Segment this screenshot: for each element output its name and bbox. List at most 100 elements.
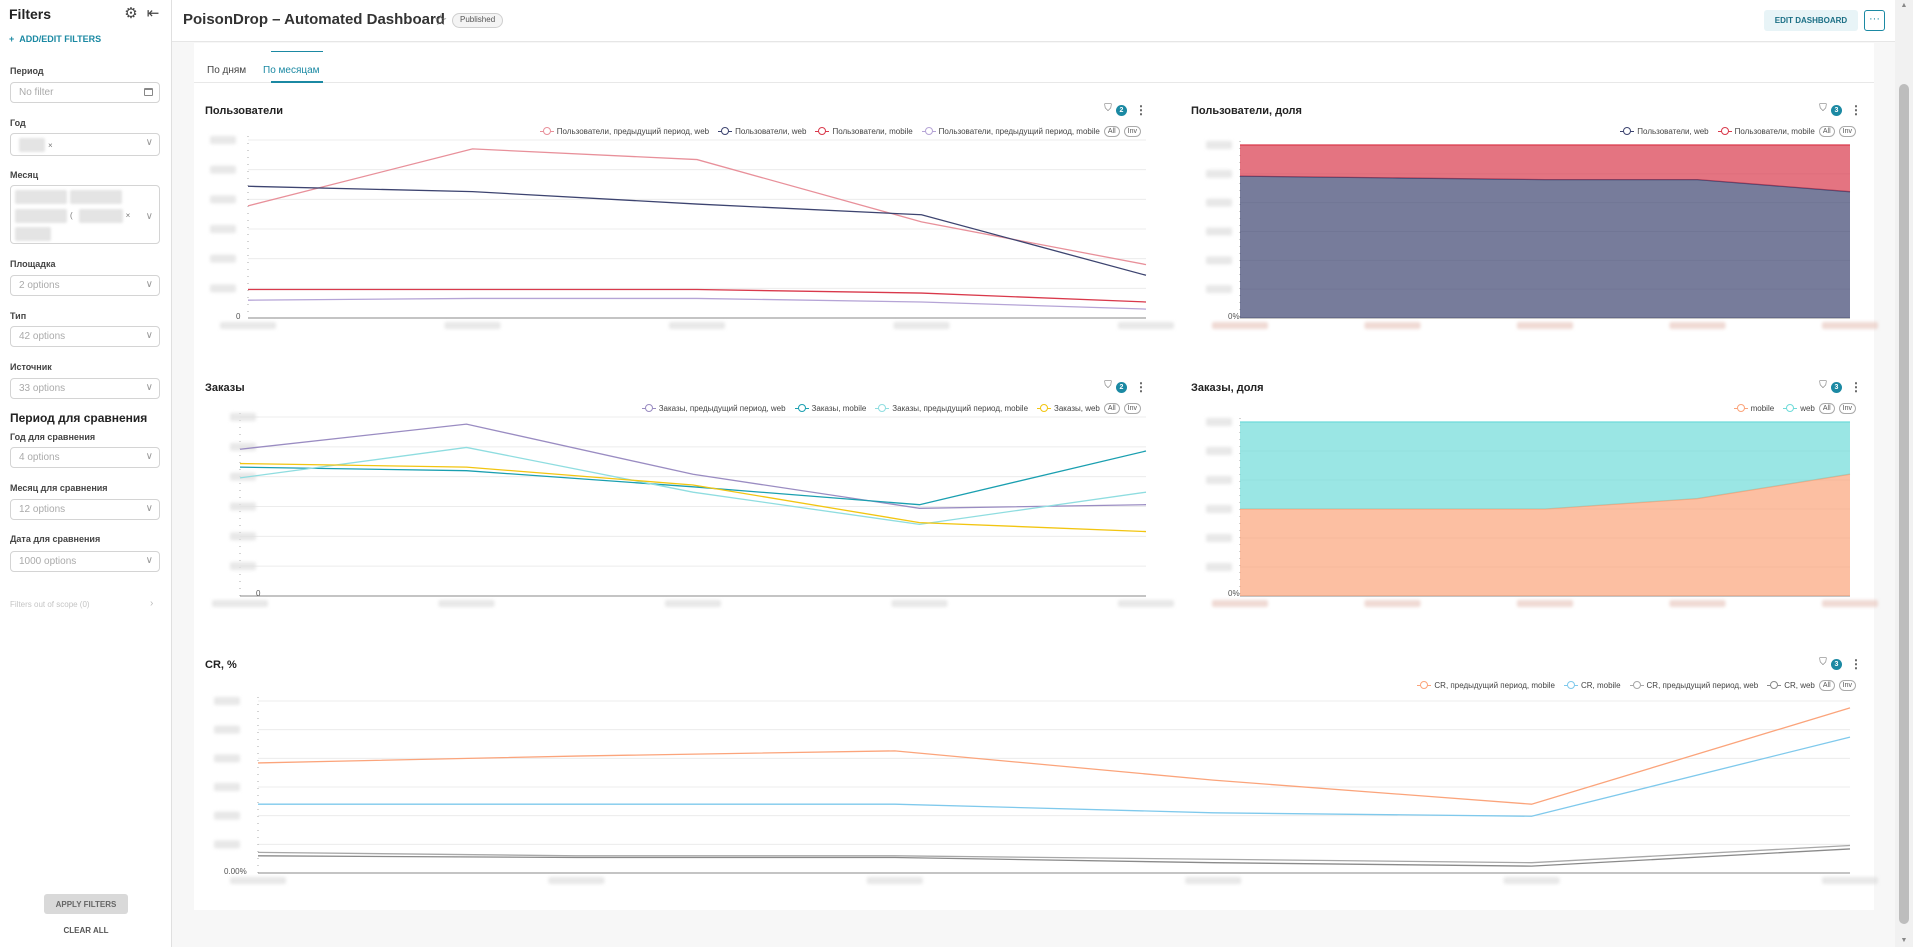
filter-period-input[interactable]: No filter [10, 82, 160, 103]
scrollbar-thumb[interactable] [1899, 84, 1909, 924]
add-edit-filters-button[interactable]: + ADD/EDIT FILTERS [9, 34, 102, 44]
legend-item[interactable]: Пользователи, web [1620, 127, 1709, 136]
legend-invert-button[interactable]: Inv [1838, 403, 1856, 414]
chevron-right-icon[interactable]: › [150, 598, 154, 609]
close-icon[interactable]: ( [70, 211, 73, 220]
legend-item[interactable]: Пользователи, web [718, 127, 806, 136]
legend-marker [1037, 404, 1052, 413]
legend-label: CR, web [1784, 681, 1815, 690]
chevron-down-icon: ∨ [145, 137, 153, 148]
filter-platform-select[interactable]: 2 options ∨ [10, 275, 160, 296]
legend-all-button[interactable]: All [1103, 126, 1120, 137]
legend-item[interactable]: web [1783, 404, 1815, 413]
clear-all-button[interactable]: CLEAR ALL [63, 926, 109, 935]
close-icon[interactable]: × [125, 211, 131, 220]
selected-chip [78, 209, 123, 223]
filter-type-value: 42 options [19, 331, 66, 342]
legend-item[interactable]: Пользователи, mobile [815, 127, 913, 136]
legend-invert-button[interactable]: Inv [1123, 126, 1141, 137]
legend-marker [1767, 681, 1782, 690]
legend-item[interactable]: mobile [1733, 404, 1774, 413]
filter-label-period: Период [10, 66, 44, 76]
close-icon[interactable]: × [48, 140, 53, 150]
legend-item[interactable]: CR, предыдущий период, web [1629, 681, 1759, 690]
filter-year-select[interactable]: × ∨ [10, 133, 160, 156]
legend-item[interactable]: Заказы, web [1037, 404, 1100, 413]
legend-item[interactable]: CR, предыдущий период, mobile [1417, 681, 1555, 690]
chart-panel-orders: Заказы ⛉ 2 ⋮ Заказы, предыдущий период, web З… [194, 365, 1159, 615]
chevron-down-icon: ∨ [145, 279, 153, 290]
filter-label-type: Тип [10, 311, 27, 321]
filter-compare-date-select[interactable]: 1000 options ∨ [10, 551, 160, 572]
chart-title: Заказы, доля [1191, 382, 1264, 394]
legend-item[interactable]: CR, web [1767, 681, 1815, 690]
active-tab-underline [271, 81, 323, 83]
filter-count-badge: 2 [1116, 105, 1127, 116]
filter-count-badge: 3 [1831, 659, 1842, 670]
legend-all-button[interactable]: All [1818, 126, 1835, 137]
legend-invert-button[interactable]: Inv [1123, 403, 1141, 414]
filter-label-compare-date: Дата для сравнения [10, 534, 101, 544]
legend-label: Заказы, предыдущий период, web [658, 404, 786, 413]
vertical-dots-icon[interactable]: ⋮ [1850, 103, 1862, 117]
legend-item[interactable]: Пользователи, предыдущий период, web [539, 127, 709, 136]
tab-by-days[interactable]: По дням [207, 65, 247, 76]
selected-chip [15, 190, 67, 205]
more-options-button[interactable]: ··· [1864, 10, 1885, 31]
filter-compare-month-select[interactable]: 12 options ∨ [10, 499, 160, 520]
star-icon[interactable]: ☆ [434, 12, 448, 29]
sidebar-title: Filters [9, 6, 52, 22]
vertical-dots-icon[interactable]: ⋮ [1850, 657, 1862, 671]
legend-item[interactable]: CR, mobile [1563, 681, 1621, 690]
filter-label-month: Месяц [10, 170, 39, 180]
legend-label: Заказы, mobile [811, 404, 867, 413]
filter-icon[interactable]: ⛉ [1104, 380, 1112, 391]
gear-icon[interactable]: ⚙ [124, 5, 138, 22]
legend-item[interactable]: Пользователи, предыдущий период, mobile [921, 127, 1100, 136]
legend-invert-button[interactable]: Inv [1838, 680, 1856, 691]
selected-chip [15, 227, 51, 241]
chart-legend: Пользователи, web Пользователи, mobile All… [1611, 125, 1856, 138]
legend-marker [1717, 127, 1732, 136]
legend-label: CR, предыдущий период, web [1646, 681, 1759, 690]
filter-icon[interactable]: ⛉ [1819, 657, 1827, 668]
tab-by-months[interactable]: По месяцам [263, 65, 320, 76]
legend-all-button[interactable]: All [1818, 403, 1835, 414]
edit-dashboard-button[interactable]: EDIT DASHBOARD [1764, 10, 1858, 31]
filter-compare-year-value: 4 options [19, 452, 60, 463]
vertical-dots-icon[interactable]: ⋮ [1850, 380, 1862, 394]
filter-source-select[interactable]: 33 options ∨ [10, 378, 160, 399]
apply-filters-button[interactable]: APPLY FILTERS [44, 894, 128, 914]
filter-compare-year-select[interactable]: 4 options ∨ [10, 447, 160, 468]
legend-all-button[interactable]: All [1818, 680, 1835, 691]
legend-label: CR, предыдущий период, mobile [1434, 681, 1555, 690]
legend-marker [1783, 404, 1798, 413]
filter-month-select[interactable]: ( × ∨ [10, 185, 160, 244]
legend-all-button[interactable]: All [1103, 403, 1120, 414]
legend-item[interactable]: Заказы, предыдущий период, mobile [875, 404, 1028, 413]
chart-legend: CR, предыдущий период, mobile CR, mobile C… [1408, 679, 1856, 692]
vertical-dots-icon[interactable]: ⋮ [1135, 103, 1147, 117]
legend-label: Пользователи, предыдущий период, mobile [938, 127, 1100, 136]
filter-type-select[interactable]: 42 options ∨ [10, 326, 160, 347]
chart-legend: Заказы, предыдущий период, web Заказы, mo… [633, 402, 1141, 415]
scroll-down-icon[interactable]: ▼ [1900, 937, 1908, 944]
legend-invert-button[interactable]: Inv [1838, 126, 1856, 137]
filter-count-badge: 3 [1831, 105, 1842, 116]
legend-item[interactable]: Заказы, предыдущий период, web [641, 404, 786, 413]
filter-icon[interactable]: ⛉ [1819, 380, 1827, 391]
chevron-down-icon: ∨ [145, 211, 153, 222]
scroll-up-icon[interactable]: ▲ [1900, 2, 1908, 9]
dashboard-header: PoisonDrop – Automated Dashboard ☆ Publi… [172, 0, 1913, 42]
legend-marker [1733, 404, 1748, 413]
legend-marker [1417, 681, 1432, 690]
legend-item[interactable]: Пользователи, mobile [1717, 127, 1815, 136]
legend-label: Заказы, web [1054, 404, 1100, 413]
chart-title: CR, % [205, 659, 237, 671]
filter-icon[interactable]: ⛉ [1819, 103, 1827, 114]
filter-icon[interactable]: ⛉ [1104, 103, 1112, 114]
legend-item[interactable]: Заказы, mobile [794, 404, 867, 413]
vertical-dots-icon[interactable]: ⋮ [1135, 380, 1147, 394]
filters-out-of-scope[interactable]: Filters out of scope (0) [10, 600, 90, 609]
collapse-left-icon[interactable]: ⇤ [146, 5, 160, 22]
